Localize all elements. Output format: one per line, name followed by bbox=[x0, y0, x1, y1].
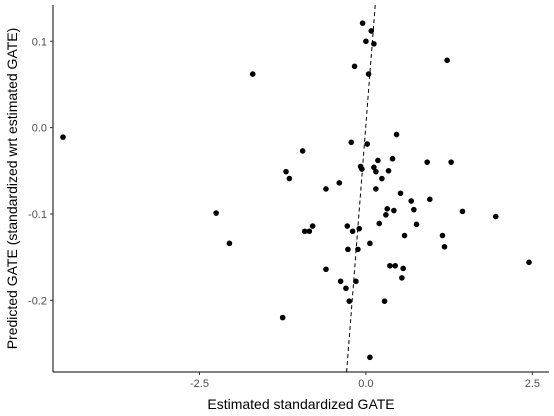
data-point bbox=[299, 148, 306, 154]
data-point bbox=[397, 190, 404, 197]
data-point bbox=[384, 205, 391, 212]
data-point bbox=[401, 232, 408, 239]
data-point bbox=[349, 228, 356, 235]
data-point bbox=[323, 186, 329, 192]
plot-background bbox=[53, 5, 549, 372]
data-point bbox=[408, 198, 414, 204]
x-ticks-layer: -2.5 0.0 2.5 bbox=[190, 372, 540, 390]
data-points-layer bbox=[60, 20, 532, 361]
data-point bbox=[379, 175, 385, 182]
data-point bbox=[60, 134, 66, 140]
data-point bbox=[367, 354, 373, 361]
data-point bbox=[441, 243, 448, 250]
data-point bbox=[336, 180, 343, 186]
data-point bbox=[400, 265, 406, 272]
y-tick-label: -0.2 bbox=[28, 295, 47, 307]
y-tick-label: -0.1 bbox=[28, 209, 47, 221]
data-point bbox=[283, 168, 289, 175]
data-point bbox=[448, 159, 454, 165]
reference-line bbox=[346, 4, 376, 373]
data-point bbox=[355, 246, 361, 253]
data-point bbox=[226, 240, 233, 247]
data-point bbox=[364, 141, 371, 147]
data-point bbox=[343, 285, 349, 292]
data-point bbox=[439, 232, 446, 239]
x-axis-title: Estimated standardized GATE bbox=[207, 396, 394, 412]
data-point bbox=[348, 139, 355, 146]
data-point bbox=[373, 186, 379, 192]
x-tick-label: -2.5 bbox=[190, 378, 209, 390]
data-point bbox=[353, 278, 359, 285]
data-point bbox=[393, 131, 400, 138]
data-point bbox=[346, 298, 353, 304]
data-point bbox=[309, 223, 316, 229]
data-point bbox=[411, 206, 417, 213]
data-point bbox=[371, 164, 377, 171]
data-point bbox=[459, 208, 466, 215]
data-point bbox=[356, 225, 363, 232]
data-point bbox=[365, 71, 372, 77]
axes-layer bbox=[52, 5, 549, 373]
data-point bbox=[359, 166, 365, 172]
data-point bbox=[399, 275, 405, 281]
data-point bbox=[337, 278, 344, 285]
data-point bbox=[383, 212, 389, 218]
data-point bbox=[381, 298, 388, 304]
y-ticks-layer: 0.1 0.0 -0.1 -0.2 bbox=[28, 36, 53, 307]
y-axis-title: Predicted GATE (standardized wrt estimat… bbox=[4, 28, 20, 350]
data-point bbox=[385, 167, 392, 174]
data-point bbox=[306, 228, 313, 235]
data-point bbox=[427, 196, 433, 203]
data-point bbox=[345, 246, 351, 253]
reference-line-layer bbox=[346, 4, 376, 373]
x-tick-label: 0.0 bbox=[358, 378, 373, 390]
y-tick-label: 0.0 bbox=[32, 123, 47, 135]
x-tick-label: 2.5 bbox=[525, 378, 540, 390]
data-point bbox=[363, 38, 369, 45]
data-point bbox=[492, 213, 499, 220]
data-point bbox=[391, 207, 397, 214]
data-point bbox=[373, 168, 379, 175]
data-point bbox=[249, 71, 256, 77]
data-point bbox=[387, 262, 393, 269]
data-point bbox=[301, 228, 308, 235]
data-point bbox=[286, 175, 293, 182]
data-point bbox=[389, 155, 396, 162]
data-point bbox=[368, 28, 375, 34]
data-point bbox=[344, 223, 351, 229]
data-point bbox=[351, 63, 358, 70]
data-point bbox=[526, 259, 532, 266]
data-point bbox=[359, 20, 366, 26]
y-tick-label: 0.1 bbox=[32, 36, 47, 48]
data-point bbox=[367, 240, 373, 247]
data-point bbox=[375, 157, 381, 164]
data-point bbox=[444, 57, 450, 64]
data-point bbox=[371, 41, 377, 47]
data-point bbox=[392, 262, 399, 269]
data-point bbox=[213, 210, 219, 216]
data-point bbox=[279, 314, 286, 321]
data-point bbox=[323, 266, 329, 273]
data-point bbox=[424, 159, 430, 165]
data-point bbox=[413, 221, 420, 228]
data-point bbox=[376, 220, 383, 227]
